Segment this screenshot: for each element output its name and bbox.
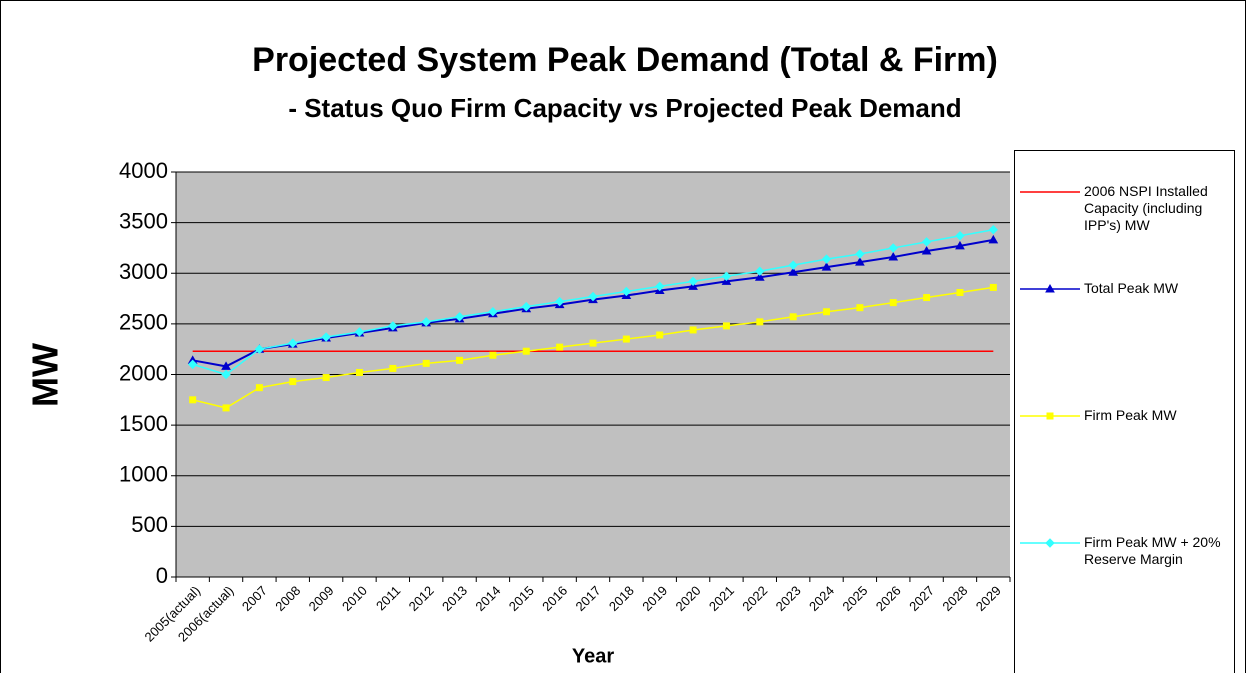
legend-marker xyxy=(1046,412,1054,420)
marker xyxy=(556,343,564,351)
legend-label: Firm Peak MW + 20% Reserve Margin xyxy=(1084,534,1221,567)
marker xyxy=(754,272,765,281)
marker xyxy=(988,234,999,244)
marker xyxy=(688,276,698,287)
marker xyxy=(955,231,965,241)
x-axis-label: Year xyxy=(572,645,614,667)
marker xyxy=(222,404,230,412)
marker xyxy=(821,254,832,264)
marker xyxy=(454,312,465,322)
marker xyxy=(956,288,964,296)
marker xyxy=(788,260,798,270)
marker xyxy=(755,266,765,276)
marker xyxy=(489,351,497,359)
legend-label: 2006 NSPI Installed Capacity (including … xyxy=(1084,183,1208,233)
y-tick-label: 500 xyxy=(131,512,168,537)
legend-label-box: 2006 NSPI Installed Capacity (including … xyxy=(1084,183,1208,233)
marker xyxy=(322,374,330,382)
marker xyxy=(456,356,464,364)
marker xyxy=(554,296,565,307)
marker xyxy=(589,339,597,347)
marker xyxy=(221,369,231,380)
marker xyxy=(756,318,764,326)
marker xyxy=(823,308,831,316)
marker xyxy=(689,326,697,334)
marker xyxy=(488,307,498,317)
marker xyxy=(921,237,932,247)
marker xyxy=(821,262,832,271)
marker xyxy=(189,396,197,404)
y-tick-label: 3500 xyxy=(119,208,168,233)
legend-label-box: Total Peak MW xyxy=(1084,280,1179,296)
marker xyxy=(889,299,897,307)
marker xyxy=(588,291,598,302)
marker xyxy=(855,249,865,259)
legend-marker xyxy=(1045,283,1055,293)
marker xyxy=(621,286,632,297)
marker xyxy=(856,304,864,312)
marker xyxy=(421,317,431,327)
marker xyxy=(788,267,799,276)
legend-label-box: Firm Peak MW + 20% Reserve Margin xyxy=(1084,534,1221,567)
y-tick-label: 2500 xyxy=(119,310,168,335)
marker xyxy=(622,335,630,343)
marker xyxy=(855,257,865,266)
marker xyxy=(656,331,664,339)
marker xyxy=(422,359,430,367)
marker xyxy=(888,252,899,261)
marker xyxy=(187,359,198,370)
marker xyxy=(521,301,531,312)
y-tick-label: 3000 xyxy=(119,259,168,284)
legend-label: Total Peak MW xyxy=(1084,280,1179,296)
marker xyxy=(522,347,530,355)
y-tick-label: 4000 xyxy=(119,158,168,183)
marker xyxy=(923,294,931,302)
marker xyxy=(354,327,365,337)
y-tick-label: 1000 xyxy=(119,462,168,487)
legend-marker xyxy=(1045,538,1055,548)
legend-label-box: Firm Peak MW xyxy=(1084,407,1177,423)
marker xyxy=(288,338,298,348)
marker xyxy=(722,322,730,330)
y-tick-label: 0 xyxy=(156,563,168,588)
marker xyxy=(221,361,231,370)
marker xyxy=(721,271,732,281)
chart-subtitle: - Status Quo Firm Capacity vs Projected … xyxy=(288,93,961,123)
marker xyxy=(254,344,265,354)
y-axis-label: MW xyxy=(25,343,66,407)
y-tick-label: 1500 xyxy=(119,411,168,436)
marker xyxy=(989,283,997,291)
legend xyxy=(1014,150,1235,673)
y-tick-label: 2000 xyxy=(119,360,168,385)
marker xyxy=(921,245,932,255)
legend-label: Firm Peak MW xyxy=(1084,407,1177,423)
chart-title: Projected System Peak Demand (Total & Fi… xyxy=(252,41,998,79)
marker xyxy=(388,321,398,331)
marker xyxy=(321,332,331,342)
marker xyxy=(255,384,263,392)
marker xyxy=(789,313,797,321)
marker xyxy=(355,368,363,376)
marker xyxy=(655,281,665,292)
marker xyxy=(289,378,297,386)
marker xyxy=(988,225,999,235)
marker xyxy=(389,364,397,372)
marker xyxy=(955,240,965,250)
marker xyxy=(888,243,898,253)
